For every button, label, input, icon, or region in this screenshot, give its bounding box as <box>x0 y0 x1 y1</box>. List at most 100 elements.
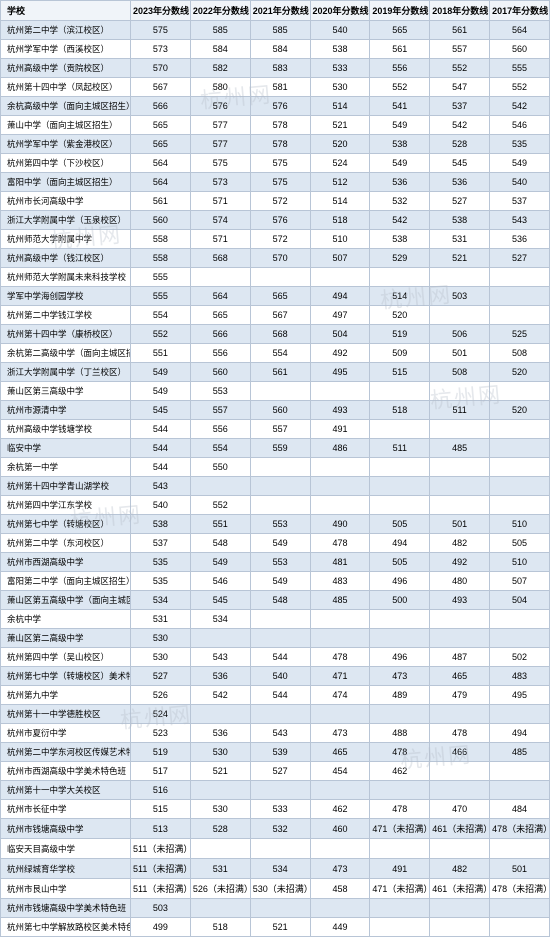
score-cell: 555 <box>131 287 191 306</box>
score-cell <box>430 268 490 287</box>
score-cell: 529 <box>370 249 430 268</box>
score-cell: 521 <box>250 918 310 937</box>
score-cell: 520 <box>310 135 370 154</box>
score-cell: 525 <box>490 325 550 344</box>
score-cell: 491 <box>370 859 430 879</box>
score-cell: 478 <box>370 800 430 819</box>
score-cell: 528 <box>190 819 250 839</box>
score-cell: 500 <box>370 591 430 610</box>
score-cell: 564 <box>490 21 550 40</box>
score-cell: 465 <box>430 667 490 686</box>
score-cell: 565 <box>190 306 250 325</box>
score-cell: 514 <box>370 287 430 306</box>
score-cell: 526 <box>131 686 191 705</box>
score-cell: 488 <box>370 724 430 743</box>
table-row: 浙江大学附属中学（丁兰校区）549560561495515508520 <box>1 363 550 382</box>
score-cell: 558 <box>131 249 191 268</box>
score-cell: 555 <box>131 268 191 287</box>
score-cell: 461（未招满） <box>430 879 490 899</box>
table-row: 杭州第九中学526542544474489479495 <box>1 686 550 705</box>
score-cell: 493 <box>310 401 370 420</box>
table-row: 杭州高级中学（贡院校区）570582583533556552555 <box>1 59 550 78</box>
score-cell: 566 <box>131 97 191 116</box>
score-cell: 511（未招满） <box>131 879 191 899</box>
score-cell: 540 <box>131 496 191 515</box>
score-cell: 573 <box>131 40 191 59</box>
table-row: 杭州市西湖高级中学535549553481505492510 <box>1 553 550 572</box>
score-cell: 583 <box>250 59 310 78</box>
score-cell: 557 <box>250 420 310 439</box>
score-cell: 564 <box>131 154 191 173</box>
score-cell: 536 <box>370 173 430 192</box>
score-cell: 501 <box>430 344 490 363</box>
score-cell: 521 <box>310 116 370 135</box>
col-2018: 2018年分数线 <box>430 1 490 21</box>
score-cell: 491 <box>310 420 370 439</box>
score-cell: 473 <box>310 859 370 879</box>
score-cell: 478（未招满） <box>490 879 550 899</box>
score-cell: 573 <box>190 173 250 192</box>
score-cell: 560 <box>250 401 310 420</box>
score-cell: 559 <box>250 439 310 458</box>
school-name-cell: 杭州绿城育华学校 <box>1 859 131 879</box>
score-cell: 549 <box>131 382 191 401</box>
score-cell: 484 <box>490 800 550 819</box>
score-cell: 530 <box>131 629 191 648</box>
score-cell <box>490 762 550 781</box>
score-cell: 537 <box>490 192 550 211</box>
score-cell: 557 <box>190 401 250 420</box>
score-cell <box>310 899 370 918</box>
score-cell: 551 <box>190 515 250 534</box>
score-cell: 552 <box>430 59 490 78</box>
score-cell <box>250 496 310 515</box>
score-cell <box>490 420 550 439</box>
score-cell <box>310 382 370 401</box>
score-cell: 516 <box>131 781 191 800</box>
score-cell <box>370 781 430 800</box>
score-cell: 532 <box>250 819 310 839</box>
score-cell: 546 <box>190 572 250 591</box>
score-cell <box>190 268 250 287</box>
score-cell: 576 <box>250 97 310 116</box>
score-cell <box>430 629 490 648</box>
score-cell: 462 <box>370 762 430 781</box>
score-cell: 536 <box>190 667 250 686</box>
score-cell <box>490 781 550 800</box>
col-2019: 2019年分数线 <box>370 1 430 21</box>
score-cell: 556 <box>370 59 430 78</box>
table-row: 杭州学军中学（紫金港校区）565577578520538528535 <box>1 135 550 154</box>
score-cell: 571 <box>190 192 250 211</box>
table-row: 富阳第二中学（面向主城区招生）535546549483496480507 <box>1 572 550 591</box>
score-cell: 553 <box>250 553 310 572</box>
score-cell: 512 <box>310 173 370 192</box>
score-cell: 465 <box>310 743 370 762</box>
score-cell: 542 <box>490 97 550 116</box>
score-cell: 536 <box>430 173 490 192</box>
score-cell: 527 <box>250 762 310 781</box>
score-cell: 538 <box>370 230 430 249</box>
score-cell <box>250 705 310 724</box>
score-cell <box>490 899 550 918</box>
score-cell: 542 <box>370 211 430 230</box>
score-cell <box>490 610 550 629</box>
score-cell: 539 <box>250 743 310 762</box>
score-cell <box>310 477 370 496</box>
score-cell: 565 <box>370 21 430 40</box>
score-cell: 527 <box>490 249 550 268</box>
table-row: 杭州市钱塘高级中学513528532460471（未招满）461（未招满）478… <box>1 819 550 839</box>
score-cell: 527 <box>131 667 191 686</box>
score-cell: 549 <box>190 553 250 572</box>
score-cell: 545 <box>430 154 490 173</box>
score-cell: 504 <box>490 591 550 610</box>
score-cell <box>250 268 310 287</box>
col-school: 学校 <box>1 1 131 21</box>
school-name-cell: 临安天目高级中学 <box>1 839 131 859</box>
score-cell <box>430 899 490 918</box>
school-name-cell: 杭州第十四中学（康桥校区） <box>1 325 131 344</box>
score-cell <box>190 839 250 859</box>
score-cell: 533 <box>310 59 370 78</box>
table-row: 萧山区第二高级中学530 <box>1 629 550 648</box>
score-cell: 519 <box>131 743 191 762</box>
table-row: 杭州市夏衍中学523536543473488478494 <box>1 724 550 743</box>
table-row: 杭州第二中学（东河校区）537548549478494482505 <box>1 534 550 553</box>
